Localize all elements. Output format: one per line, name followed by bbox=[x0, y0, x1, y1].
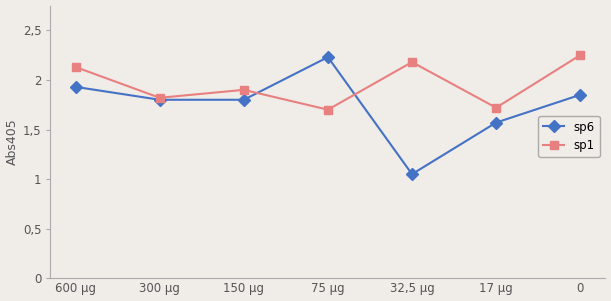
sp6 bbox=[492, 121, 500, 124]
Y-axis label: Abs405: Abs405 bbox=[5, 119, 18, 165]
sp6 bbox=[324, 55, 332, 59]
sp1 bbox=[72, 65, 79, 69]
sp1 bbox=[240, 88, 247, 92]
sp6 bbox=[72, 85, 79, 89]
sp6 bbox=[408, 172, 415, 176]
sp1 bbox=[156, 96, 163, 100]
sp1 bbox=[408, 60, 415, 64]
sp1 bbox=[577, 53, 584, 57]
sp6 bbox=[240, 98, 247, 101]
sp6 bbox=[156, 98, 163, 101]
Line: sp1: sp1 bbox=[71, 51, 584, 114]
Line: sp6: sp6 bbox=[71, 53, 584, 178]
sp6 bbox=[577, 93, 584, 97]
Legend: sp6, sp1: sp6, sp1 bbox=[538, 116, 599, 157]
sp1 bbox=[492, 106, 500, 110]
sp1 bbox=[324, 108, 332, 111]
